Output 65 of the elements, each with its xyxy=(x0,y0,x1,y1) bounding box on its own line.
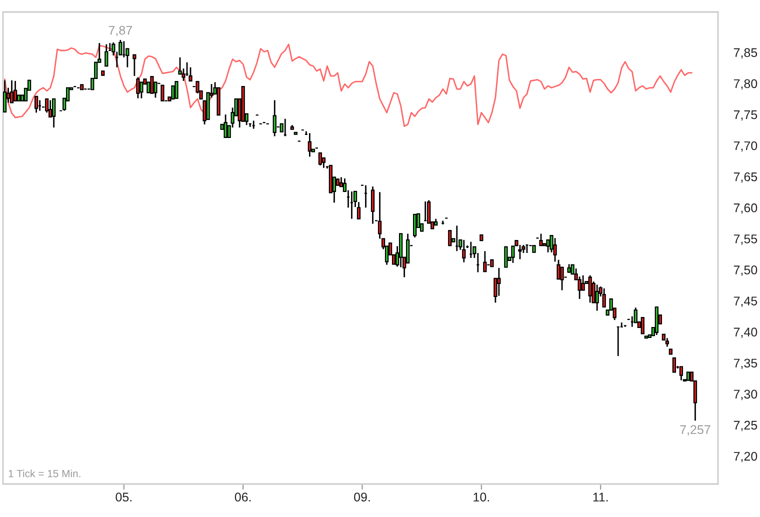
candlestick xyxy=(553,237,557,262)
x-tick-label: 06. xyxy=(234,492,251,502)
candlestick xyxy=(136,76,140,100)
y-tick-label: 7,70 xyxy=(734,141,758,152)
candlestick xyxy=(356,201,361,220)
candlestick xyxy=(150,76,154,94)
candlestick xyxy=(224,114,228,138)
candlestick xyxy=(602,288,606,308)
candlestick xyxy=(171,85,175,100)
candlestick xyxy=(581,274,585,291)
line-series xyxy=(4,44,692,127)
candlestick xyxy=(546,239,550,254)
y-tick-label: 7,65 xyxy=(734,172,758,183)
candlestick xyxy=(595,284,599,312)
candlestick xyxy=(448,230,452,246)
candlestick xyxy=(504,246,508,268)
candlestick xyxy=(560,266,564,291)
candlestick xyxy=(44,98,49,114)
candlestick xyxy=(174,81,178,99)
x-tick-label: 05. xyxy=(116,492,132,502)
candlestick xyxy=(34,96,38,114)
candlestick xyxy=(556,259,560,280)
candlestick xyxy=(398,233,403,268)
candlestick xyxy=(518,244,522,260)
candlestick xyxy=(370,186,375,224)
x-tick-label: 10. xyxy=(474,492,489,502)
candlestick xyxy=(104,44,108,67)
candlestick xyxy=(679,366,684,381)
annotation: 7,87 xyxy=(108,26,132,36)
candlestick xyxy=(539,233,543,246)
candlestick xyxy=(672,357,676,373)
candlestick xyxy=(160,84,164,102)
candlestick xyxy=(52,98,56,128)
y-tick-label: 7,75 xyxy=(734,110,758,121)
candlestick xyxy=(3,80,7,113)
annotation: 7,257 xyxy=(680,425,710,436)
candlestick xyxy=(462,239,466,263)
candlestick xyxy=(588,274,592,304)
y-tick-label: 7,55 xyxy=(734,234,758,245)
y-tick-label: 7,60 xyxy=(734,203,758,214)
candlestick xyxy=(318,152,322,166)
candlestick xyxy=(497,267,501,297)
y-tick-label: 7,20 xyxy=(734,452,758,462)
y-tick-label: 7,45 xyxy=(734,296,758,307)
x-tick-label: 09. xyxy=(354,492,370,502)
candlestick xyxy=(483,250,487,272)
candlestick xyxy=(188,66,192,82)
candlestick xyxy=(132,54,136,77)
y-tick-label: 7,80 xyxy=(734,79,758,90)
candlestick xyxy=(308,132,312,158)
candlestick xyxy=(640,317,644,334)
candlestick xyxy=(272,99,276,137)
y-tick-label: 7,30 xyxy=(734,390,758,400)
candlestick xyxy=(578,276,582,300)
candlestick xyxy=(10,80,14,104)
x-tick-label: 11. xyxy=(593,492,608,502)
candlestick xyxy=(13,80,18,102)
y-tick-label: 7,85 xyxy=(734,48,758,58)
y-tick-label: 7,35 xyxy=(734,358,758,370)
y-tick-label: 7,25 xyxy=(734,420,758,432)
y-tick-label: 7,50 xyxy=(734,266,758,276)
y-tick-label: 7,40 xyxy=(734,328,758,338)
candlestick xyxy=(140,81,144,100)
annotation: 1 Tick = 15 Min. xyxy=(8,470,80,478)
candlestick xyxy=(413,214,417,238)
